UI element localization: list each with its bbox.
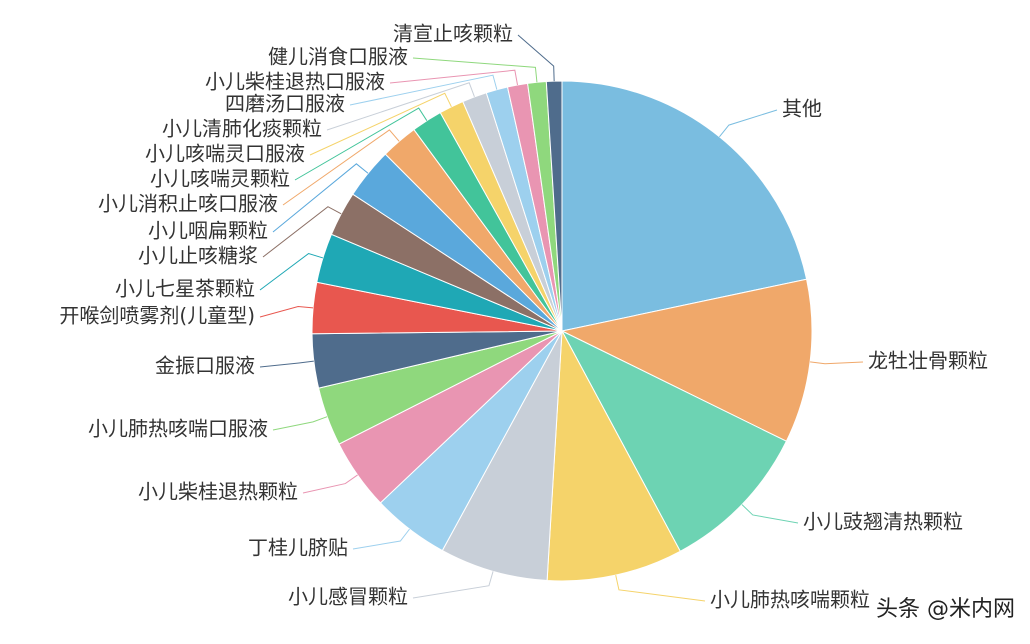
leader-line <box>326 82 475 131</box>
leader-line <box>389 69 519 86</box>
pie-slice <box>560 278 813 442</box>
slice-label: 小儿豉翘清热颗粒 <box>803 510 963 534</box>
leader-line <box>517 34 555 82</box>
leader-line <box>810 361 864 365</box>
pie-slice <box>560 329 788 552</box>
slice-label: 小儿咽扁颗粒 <box>148 219 268 243</box>
pie-slice <box>546 329 681 582</box>
leader-line <box>349 74 498 106</box>
slice-label: 小儿柴桂退热颗粒 <box>138 480 298 504</box>
slice-label: 四磨汤口服液 <box>225 92 345 116</box>
slice-label: 小儿七星茶颗粒 <box>115 277 255 301</box>
watermark: 头条 @米内网 <box>876 597 1015 622</box>
leader-line <box>352 528 410 550</box>
slice-label: 清宣止咳颗粒 <box>393 22 513 46</box>
leader-line <box>259 305 314 318</box>
leader-line <box>259 360 314 368</box>
slice-label: 小儿肺热咳喘口服液 <box>88 417 268 441</box>
slice-label: 小儿肺热咳喘颗粒 <box>710 588 870 612</box>
leader-line <box>282 129 400 206</box>
slice-label: 开喉剑喷雾剂(儿童型) <box>59 304 255 328</box>
slice-label: 小儿感冒颗粒 <box>288 585 408 609</box>
leader-line <box>412 571 494 599</box>
leader-line <box>412 57 538 83</box>
slice-label: 金振口服液 <box>155 354 255 378</box>
slice-label: 丁桂儿脐贴 <box>248 536 348 560</box>
leader-line <box>741 504 799 524</box>
pie-slice <box>441 330 563 582</box>
leader-line <box>302 474 358 494</box>
slice-label: 小儿清肺化痰颗粒 <box>162 117 322 141</box>
slice-label: 小儿咳喘灵颗粒 <box>150 167 290 191</box>
slice-label: 健儿消食口服液 <box>268 45 408 69</box>
leader-line <box>259 252 324 291</box>
leader-line <box>309 92 452 156</box>
leader-line <box>719 109 778 138</box>
leader-line <box>262 206 342 258</box>
leader-line <box>272 163 369 233</box>
slice-label: 小儿消积止咳口服液 <box>98 192 278 216</box>
slice-label: 小儿咳喘灵口服液 <box>145 142 305 166</box>
slice-label: 小儿柴桂退热口服液 <box>205 70 385 94</box>
slice-label: 小儿止咳糖浆 <box>138 244 258 268</box>
slice-label: 其他 <box>782 97 822 121</box>
leader-line <box>272 416 328 431</box>
leader-line <box>615 575 706 602</box>
leader-line <box>294 107 428 181</box>
slice-label: 龙牡壮骨颗粒 <box>868 349 988 373</box>
